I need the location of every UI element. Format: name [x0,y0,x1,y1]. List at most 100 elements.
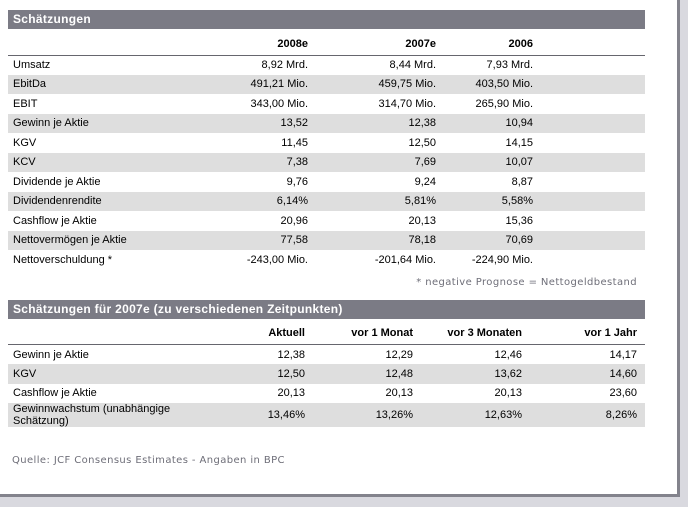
cell-value: 314,70 Mio. [378,97,436,110]
cell-value: 14,15 [505,136,533,149]
table-row-cashflow-je-aktie: Cashflow je Aktie 20,96 20,13 15,36 [8,211,645,231]
estimates-2007e-header-row: Aktuell vor 1 Monat vor 3 Monaten vor 1 … [8,318,645,345]
cell-value: 9,76 [286,175,308,188]
footnote: * negative Prognose = Nettogeldbestand [416,276,637,288]
table-row-gewinn-je-aktie: Gewinn je Aktie 13,52 12,38 10,94 [8,113,645,133]
cell-value: 78,18 [408,234,436,247]
cell-value: 13,62 [494,367,522,380]
table-row-gewinnwachstum: Gewinnwachstum (unabhängige Schätzung) 1… [8,403,645,427]
cell-value: -201,64 Mio. [374,253,436,266]
section-header-estimates: Schätzungen [8,10,645,29]
cell-value: 5,81% [404,195,436,208]
cell-value: 265,90 Mio. [475,97,533,110]
cell-value: 20,13 [277,387,305,400]
cell-value: 77,58 [280,234,308,247]
cell-value: 403,50 Mio. [475,78,533,91]
cell-value: 7,93 Mrd. [486,59,533,71]
cell-value: 12,38 [408,117,436,130]
cell-value: 20,13 [408,214,436,227]
cell-value: 6,14% [276,195,308,208]
row-label: KGV [13,367,37,380]
row-label: Cashflow je Aktie [13,387,97,400]
cell-value: 12,46 [494,348,522,361]
cell-value: 20,13 [494,387,522,400]
column-header-aktuell: Aktuell [228,318,305,345]
row-label: KCV [13,156,36,169]
report-content: Schätzungen 2008e 2007e 2006 Umsatz 8,92… [8,10,645,466]
column-header-metric [8,318,228,345]
cell-value: 13,26% [375,409,413,421]
cell-value: 13,52 [280,117,308,130]
column-header-2008e: 2008e [180,29,308,56]
cell-value: 343,00 Mio. [250,97,308,110]
cell-value: 12,38 [277,348,305,361]
column-header-vor-3-monaten: vor 3 Monaten [413,318,522,345]
estimates-2007e-table: Aktuell vor 1 Monat vor 3 Monaten vor 1 … [8,318,645,427]
content-frame: Schätzungen 2008e 2007e 2006 Umsatz 8,92… [0,0,680,497]
table-row-dividendenrendite: Dividendenrendite 6,14% 5,81% 5,58% [8,191,645,211]
table-row-nettoverschuldung: Nettoverschuldung * -243,00 Mio. -201,64… [8,250,645,270]
table-row-kgv: KGV 11,45 12,50 14,15 [8,133,645,153]
column-header-filler [533,29,645,56]
row-label: Gewinn je Aktie [13,117,89,130]
cell-value: 20,13 [385,387,413,400]
cell-value: 8,26% [605,409,637,421]
row-label: Umsatz [13,59,51,71]
column-header-filler [637,318,645,345]
row-label: Dividendenrendite [13,195,102,208]
cell-value: 5,58% [501,195,533,208]
row-label: Nettoverschuldung * [13,253,113,266]
cell-value: 12,48 [385,367,413,380]
table-row-gewinn-je-aktie-2007e: Gewinn je Aktie 12,38 12,29 12,46 14,17 [8,345,645,365]
column-header-vor-1-jahr: vor 1 Jahr [522,318,637,345]
cell-value: 491,21 Mio. [250,78,308,91]
row-label: Gewinnwachstum (unabhängige Schätzung) [13,403,171,427]
column-header-metric [8,29,180,56]
cell-value: 14,60 [609,367,637,380]
cell-value: 7,69 [414,156,436,169]
column-header-vor-1-monat: vor 1 Monat [305,318,413,345]
row-label: EbitDa [13,78,47,91]
row-label: Cashflow je Aktie [13,214,97,227]
row-label: KGV [13,136,37,149]
cell-value: 20,96 [280,214,308,227]
cell-value: 12,29 [385,348,413,361]
cell-value: 10,94 [505,117,533,130]
cell-value: 10,07 [505,156,533,169]
cell-value: 14,17 [609,348,637,361]
row-label: EBIT [13,97,38,110]
cell-value: 8,87 [511,175,533,188]
table-row-umsatz: Umsatz 8,92 Mrd. 8,44 Mrd. 7,93 Mrd. [8,55,645,75]
table-row-ebitda: EbitDa 491,21 Mio. 459,75 Mio. 403,50 Mi… [8,74,645,94]
row-label: Nettovermögen je Aktie [13,234,127,247]
table-row-ebit: EBIT 343,00 Mio. 314,70 Mio. 265,90 Mio. [8,94,645,114]
table-row-cashflow-je-aktie-2007e: Cashflow je Aktie 20,13 20,13 20,13 23,6… [8,384,645,404]
table-row-dividende-je-aktie: Dividende je Aktie 9,76 9,24 8,87 [8,172,645,192]
column-header-2007e: 2007e [308,29,436,56]
cell-value: 7,38 [286,156,308,169]
section-header-estimates-2007e: Schätzungen für 2007e (zu verschiedenen … [8,299,645,319]
cell-value: 15,36 [505,214,533,227]
column-header-2006: 2006 [436,29,533,56]
cell-value: 459,75 Mio. [378,78,436,91]
row-label: Dividende je Aktie [13,175,101,188]
table-row-nettovermoegen-je-aktie: Nettovermögen je Aktie 77,58 78,18 70,69 [8,230,645,250]
table-row-kgv-2007e: KGV 12,50 12,48 13,62 14,60 [8,364,645,384]
estimates-table: 2008e 2007e 2006 Umsatz 8,92 Mrd. 8,44 M… [8,29,645,270]
estimates-table-header-row: 2008e 2007e 2006 [8,29,645,56]
table-row-kcv: KCV 7,38 7,69 10,07 [8,152,645,172]
source-note: Quelle: JCF Consensus Estimates - Angabe… [12,455,285,466]
row-label: Gewinn je Aktie [13,348,89,361]
cell-value: -224,90 Mio. [471,253,533,266]
cell-value: 12,50 [277,367,305,380]
cell-value: 12,50 [408,136,436,149]
cell-value: 70,69 [505,234,533,247]
cell-value: 13,46% [267,409,305,421]
cell-value: 23,60 [609,387,637,400]
cell-value: -243,00 Mio. [246,253,308,266]
cell-value: 11,45 [281,136,308,149]
cell-value: 8,92 Mrd. [261,59,308,71]
cell-value: 8,44 Mrd. [389,59,436,71]
cell-value: 9,24 [414,175,436,188]
cell-value: 12,63% [484,409,522,421]
